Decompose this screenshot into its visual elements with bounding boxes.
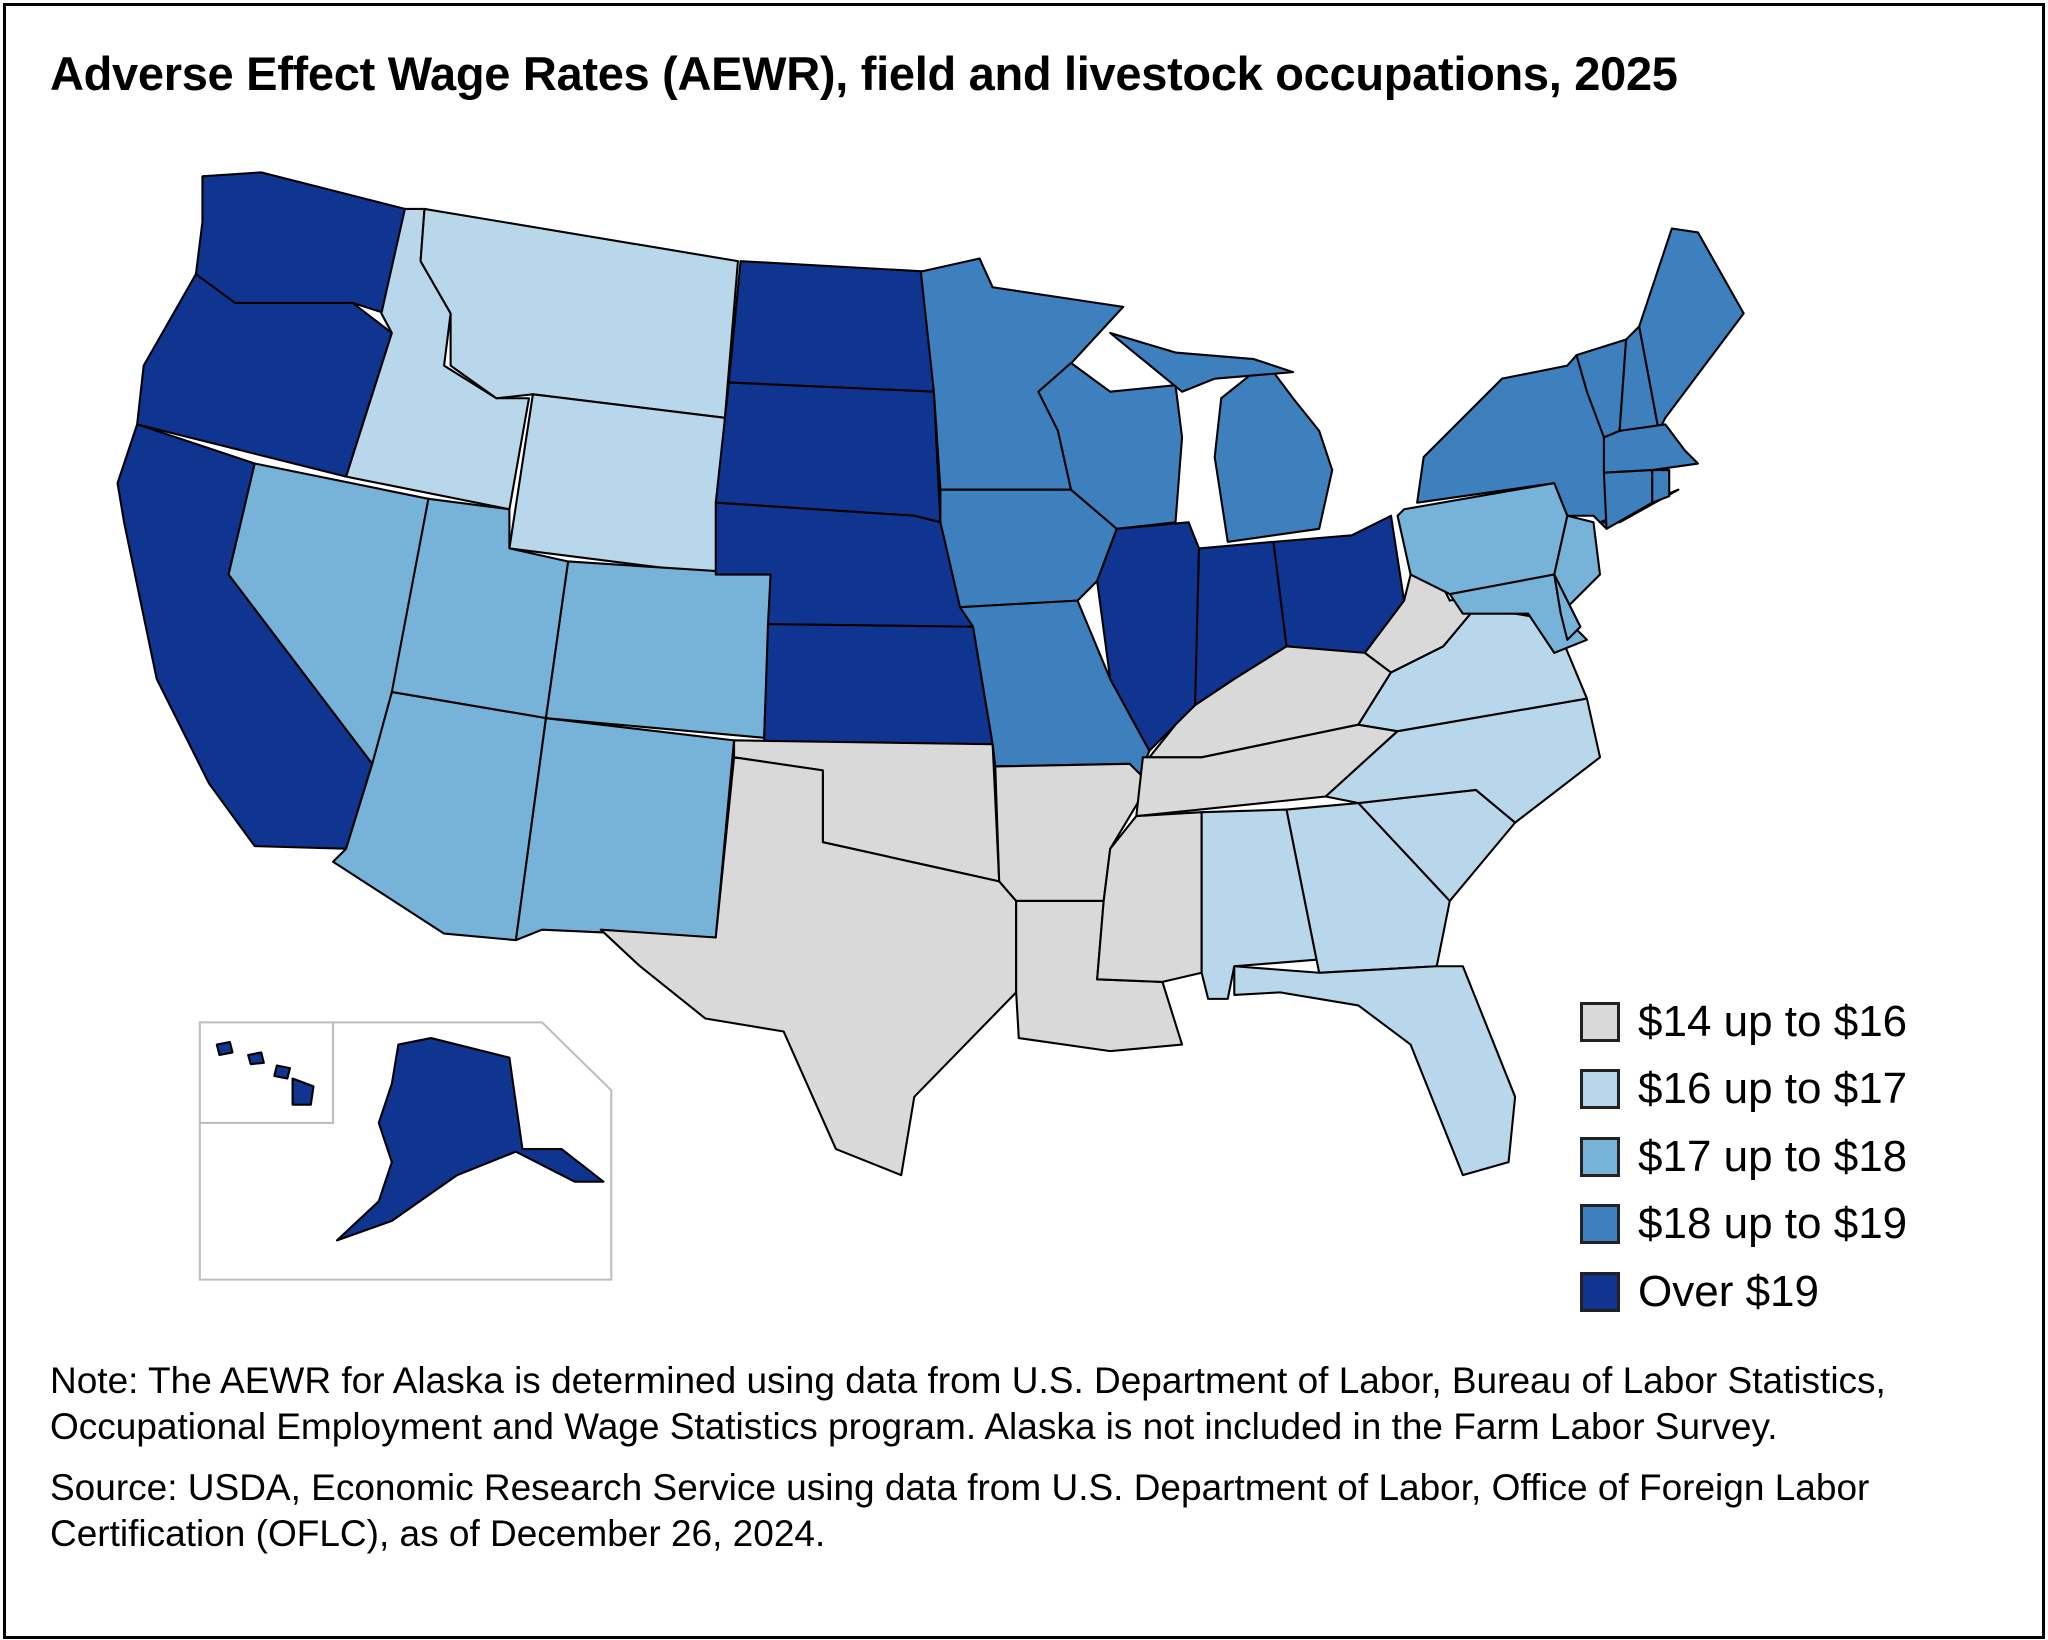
legend-swatch bbox=[1580, 1001, 1620, 1042]
legend-label: $14 up to $16 bbox=[1638, 996, 1908, 1046]
source-text: Source: USDA, Economic Research Service … bbox=[50, 1467, 1870, 1554]
state-ga bbox=[1285, 801, 1451, 974]
state-nm bbox=[514, 717, 736, 942]
state-shape-tx bbox=[599, 756, 1018, 1177]
legend-swatch bbox=[1580, 1271, 1620, 1312]
state-nj bbox=[1553, 514, 1602, 609]
legend-item: $16 up to $17 bbox=[1580, 1056, 1907, 1124]
state-co bbox=[544, 560, 772, 739]
state-ri bbox=[1651, 469, 1671, 504]
state-ct bbox=[1602, 469, 1654, 530]
inset-frames bbox=[198, 1021, 613, 1281]
state-shape-de bbox=[1553, 573, 1582, 641]
legend-label: $18 up to $19 bbox=[1638, 1199, 1908, 1249]
legend-swatch bbox=[1580, 1204, 1620, 1245]
legend: $14 up to $16 $16 up to $17 $17 up to $1… bbox=[1580, 988, 1907, 1326]
state-nd bbox=[727, 260, 935, 393]
state-shape-hi bbox=[215, 1040, 234, 1057]
state-shape-fl bbox=[1233, 965, 1517, 1177]
alaska-inset-frame bbox=[198, 1021, 613, 1281]
legend-item: $14 up to $16 bbox=[1580, 988, 1907, 1056]
state-shape-wa bbox=[194, 171, 406, 315]
state-shape-me bbox=[1638, 227, 1745, 432]
state-mt bbox=[419, 207, 740, 419]
legend-label: Over $19 bbox=[1638, 1266, 1819, 1316]
state-shape-mi bbox=[1213, 371, 1334, 543]
note-text: Note: The AEWR for Alaska is determined … bbox=[50, 1360, 1886, 1447]
state-ak bbox=[335, 1037, 605, 1242]
state-hi bbox=[215, 1040, 315, 1106]
state-de bbox=[1553, 573, 1582, 641]
legend-label: $16 up to $17 bbox=[1638, 1064, 1908, 1114]
state-wa bbox=[194, 171, 406, 315]
state-wy bbox=[508, 393, 726, 576]
legend-swatch bbox=[1580, 1136, 1620, 1177]
legend-item: Over $19 bbox=[1580, 1258, 1907, 1326]
state-sd bbox=[714, 381, 942, 524]
legend-item: $17 up to $18 bbox=[1580, 1123, 1907, 1191]
legend-label: $17 up to $18 bbox=[1638, 1131, 1908, 1181]
state-shape-sd bbox=[714, 381, 942, 524]
legend-swatch bbox=[1580, 1069, 1620, 1110]
hawaii-inset-frame bbox=[199, 1022, 335, 1124]
state-mi bbox=[1109, 331, 1334, 543]
chart-border bbox=[3, 3, 2045, 1639]
state-shape-mt bbox=[419, 207, 740, 419]
state-shape-nj bbox=[1553, 514, 1602, 609]
state-shape-hi bbox=[291, 1077, 315, 1106]
state-shape-ak bbox=[335, 1037, 605, 1242]
state-me bbox=[1638, 227, 1745, 432]
state-shape-co bbox=[544, 560, 772, 739]
state-ks bbox=[763, 623, 994, 746]
state-shape-hi bbox=[273, 1064, 292, 1080]
state-shape-hi bbox=[247, 1051, 265, 1066]
legend-item: $18 up to $19 bbox=[1580, 1191, 1907, 1259]
state-shape-ma bbox=[1602, 423, 1700, 474]
state-shape-ks bbox=[763, 623, 994, 746]
state-shape-nd bbox=[727, 260, 935, 393]
chart-title: Adverse Effect Wage Rates (AEWR), field … bbox=[50, 47, 1678, 100]
state-fl bbox=[1233, 965, 1517, 1177]
state-shape-ct bbox=[1602, 469, 1654, 530]
state-shape-nm bbox=[514, 717, 736, 942]
state-ma bbox=[1602, 423, 1700, 474]
state-shape-ri bbox=[1651, 469, 1671, 504]
notes: Note: The AEWR for Alaska is determined … bbox=[50, 1358, 2000, 1572]
state-tx bbox=[599, 756, 1018, 1177]
state-shape-ga bbox=[1285, 801, 1451, 974]
state-shape-wi bbox=[1037, 361, 1184, 530]
state-wi bbox=[1037, 361, 1184, 530]
state-shape-wy bbox=[508, 393, 726, 576]
state-shape-mi bbox=[1109, 331, 1295, 393]
